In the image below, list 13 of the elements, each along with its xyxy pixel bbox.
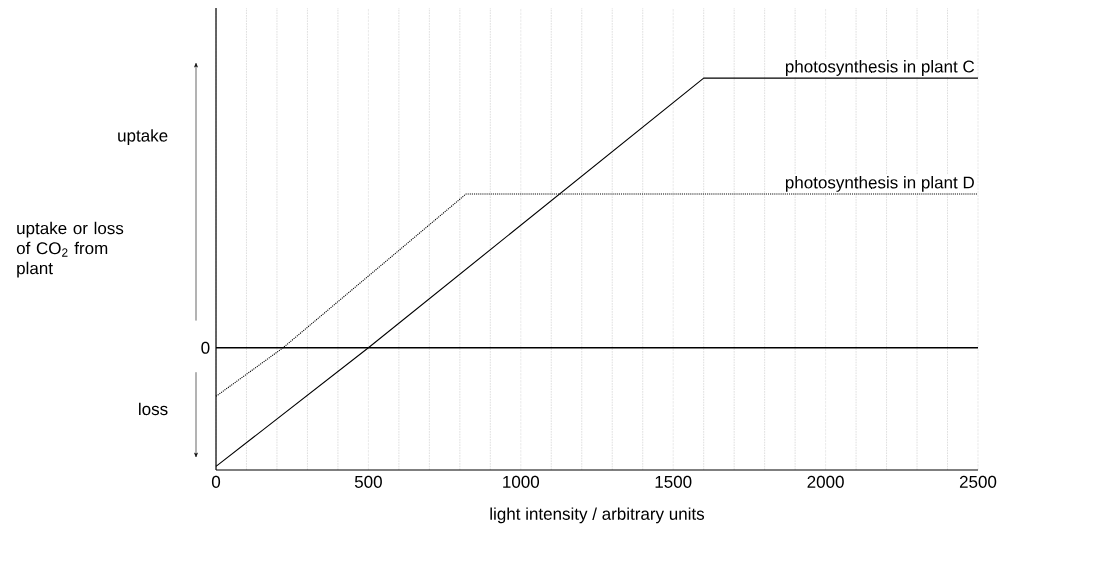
x-tick-label: 0	[211, 475, 221, 488]
x-tick-label: 2000	[807, 475, 844, 488]
text: uptake	[118, 129, 168, 146]
series-label: photosynthesis in plant C	[785, 60, 975, 76]
x-tick-label: 1000	[503, 475, 540, 488]
text: uptake or loss of CO$_{2}$ from plant	[16, 221, 124, 278]
ref-line-label: 0	[201, 341, 210, 354]
text: loss	[139, 402, 168, 416]
x-axis-title: light intensity / arbitrary units	[490, 507, 705, 524]
x-tick-label: 2500	[959, 475, 997, 488]
x-tick-label: 1500	[655, 475, 692, 488]
series-label: photosynthesis in plant D	[785, 176, 974, 192]
x-tick-label: 500	[354, 475, 382, 488]
